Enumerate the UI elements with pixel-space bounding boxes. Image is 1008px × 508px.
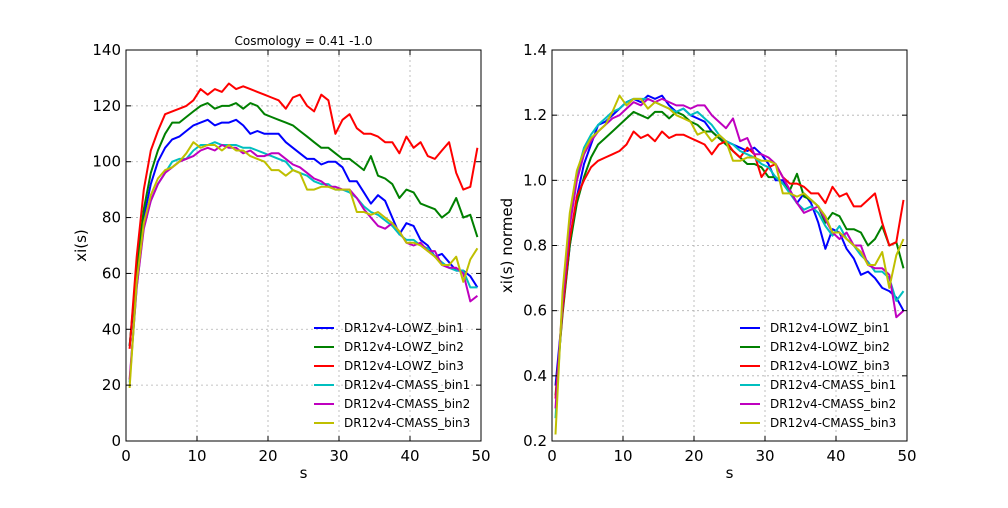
y-tick-label: 100 bbox=[92, 153, 121, 171]
series-line-3 bbox=[128, 82, 479, 349]
legend-label-6: DR12v4-CMASS_bin3 bbox=[770, 416, 896, 430]
x-tick-label: 30 bbox=[329, 447, 348, 465]
y-tick-label: 0.6 bbox=[523, 302, 547, 320]
series-line-3 bbox=[554, 130, 905, 399]
chart-title: Cosmology = 0.41 -1.0 bbox=[234, 34, 372, 48]
y-tick-label: 80 bbox=[102, 209, 121, 227]
series-line-2 bbox=[128, 102, 479, 347]
legend: DR12v4-LOWZ_bin1 DR12v4-LOWZ_bin2 DR12v4-L… bbox=[740, 321, 896, 430]
series-line-1 bbox=[128, 118, 479, 347]
legend-label-5: DR12v4-CMASS_bin2 bbox=[344, 397, 470, 411]
y-tick-label: 1.2 bbox=[523, 106, 547, 124]
legend: DR12v4-LOWZ_bin1 DR12v4-LOWZ_bin2 DR12v4-L… bbox=[314, 321, 470, 430]
y-tick-label: 0 bbox=[111, 432, 121, 450]
y-tick-label: 0.4 bbox=[523, 367, 547, 385]
legend-label-2: DR12v4-LOWZ_bin2 bbox=[770, 340, 890, 354]
x-tick-label: 50 bbox=[471, 447, 490, 465]
chart-panel-1: 0 10 20 30 40 50 0 20 40 60 80 100 120 140 s xi(s) Cosmo… bbox=[72, 34, 491, 482]
y-axis-label: xi(s) bbox=[72, 229, 90, 262]
y-tick-label: 0.2 bbox=[523, 432, 547, 450]
legend-label-6: DR12v4-CMASS_bin3 bbox=[344, 416, 470, 430]
x-tick-label: 40 bbox=[826, 447, 845, 465]
x-tick-label: 40 bbox=[400, 447, 419, 465]
y-tick-label: 20 bbox=[102, 376, 121, 394]
x-tick-label: 20 bbox=[684, 447, 703, 465]
legend-label-2: DR12v4-LOWZ_bin2 bbox=[344, 340, 464, 354]
y-tick-label: 1.0 bbox=[523, 171, 547, 189]
legend-label-4: DR12v4-CMASS_bin1 bbox=[770, 378, 896, 392]
y-tick-label: 120 bbox=[92, 97, 121, 115]
legend-label-1: DR12v4-LOWZ_bin1 bbox=[344, 321, 464, 335]
x-axis-label: s bbox=[300, 464, 308, 482]
y-tick-label: 140 bbox=[92, 41, 121, 59]
chart-panel-2: 0 10 20 30 40 50 0.2 0.4 0.6 0.8 1.0 1.2 1.4 s xi(s) n… bbox=[498, 41, 917, 482]
x-tick-label: 30 bbox=[755, 447, 774, 465]
legend-label-3: DR12v4-LOWZ_bin3 bbox=[344, 359, 464, 373]
series-line-6 bbox=[554, 94, 905, 435]
legend-label-3: DR12v4-LOWZ_bin3 bbox=[770, 359, 890, 373]
y-tick-label: 0.8 bbox=[523, 237, 547, 255]
y-tick-label: 1.4 bbox=[523, 41, 547, 59]
x-tick-label: 10 bbox=[613, 447, 632, 465]
series-line-6 bbox=[128, 141, 479, 388]
x-tick-label: 0 bbox=[121, 447, 131, 465]
plot-frame bbox=[125, 49, 482, 442]
x-tick-label: 10 bbox=[187, 447, 206, 465]
series-line-5 bbox=[128, 144, 479, 380]
legend-label-5: DR12v4-CMASS_bin2 bbox=[770, 397, 896, 411]
y-tick-label: 60 bbox=[102, 264, 121, 282]
y-tick-label: 40 bbox=[102, 320, 121, 338]
series-line-5 bbox=[554, 97, 905, 409]
x-tick-label: 0 bbox=[547, 447, 557, 465]
legend-label-4: DR12v4-CMASS_bin1 bbox=[344, 378, 470, 392]
x-axis-label: s bbox=[726, 464, 734, 482]
y-axis-label: xi(s) normed bbox=[498, 198, 516, 293]
x-tick-label: 20 bbox=[258, 447, 277, 465]
x-tick-label: 50 bbox=[897, 447, 916, 465]
legend-label-1: DR12v4-LOWZ_bin1 bbox=[770, 321, 890, 335]
